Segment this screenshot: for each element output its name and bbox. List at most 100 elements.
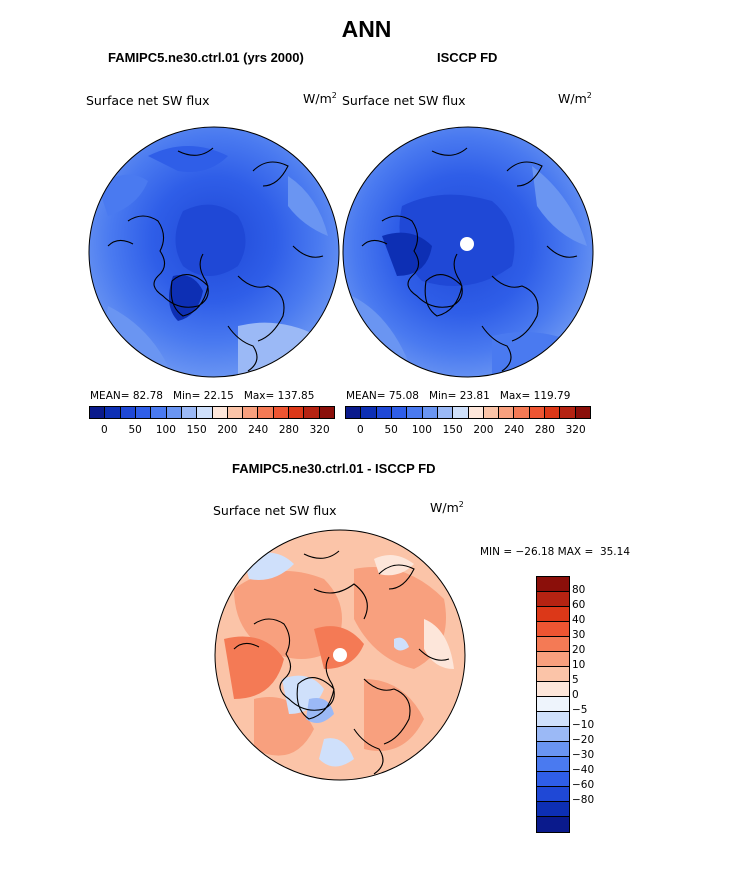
panel-2-stats: MEAN= 75.08 Min= 23.81 Max= 119.79: [346, 390, 571, 402]
colorbar-swatch: [537, 607, 569, 622]
colorbar-swatch: [575, 407, 590, 418]
colorbar-swatch: [483, 407, 500, 418]
colorbar-tick-label: 0: [357, 424, 364, 436]
colorbar-model: [89, 406, 335, 419]
colorbar-swatch: [514, 407, 530, 418]
colorbar-swatch: [499, 407, 515, 418]
panel-2-title: ISCCP FD: [437, 50, 498, 65]
colorbar-swatch: [181, 407, 198, 418]
diff-minmax: MIN = −26.18 MAX = 35.14: [480, 546, 630, 558]
colorbar-swatch: [537, 757, 569, 772]
colorbar-swatch: [166, 407, 182, 418]
colorbar-swatch: [289, 407, 305, 418]
colorbar-tick-label: 240: [504, 424, 525, 436]
colorbar-tick-label: 40: [572, 614, 586, 626]
colorbar-swatch: [90, 407, 106, 418]
colorbar-tick-label: 280: [534, 424, 555, 436]
colorbar-tick-label: −60: [572, 779, 595, 791]
colorbar-tick-label: 150: [442, 424, 463, 436]
colorbar-swatch: [407, 407, 423, 418]
colorbar-tick-label: 280: [278, 424, 299, 436]
colorbar-tick-label: 50: [384, 424, 398, 436]
colorbar-tick-label: −5: [572, 704, 588, 716]
colorbar-tick-label: 5: [572, 674, 579, 686]
colorbar-swatch: [468, 407, 484, 418]
panel-1-title: FAMIPC5.ne30.ctrl.01 (yrs 2000): [108, 50, 304, 65]
panel-1-stats: MEAN= 82.78 Min= 22.15 Max= 137.85: [90, 390, 315, 402]
colorbar-difference: [536, 576, 570, 833]
colorbar-swatch: [537, 787, 569, 802]
colorbar-tick-label: −40: [572, 764, 595, 776]
panel-1-field-label: Surface net SW flux: [86, 93, 210, 108]
colorbar-swatch: [151, 407, 167, 418]
colorbar-swatch: [197, 407, 213, 418]
panel-2-units: W/m2: [558, 91, 592, 107]
colorbar-tick-label: 0: [572, 689, 579, 701]
colorbar-swatch: [258, 407, 274, 418]
colorbar-swatch: [537, 622, 569, 637]
colorbar-tick-label: 100: [411, 424, 432, 436]
colorbar-swatch: [537, 667, 569, 682]
colorbar-swatch: [537, 697, 569, 712]
colorbar-obs-labels: 0 50 100 150 200 240 280 320: [345, 424, 591, 438]
colorbar-tick-label: 10: [572, 659, 586, 671]
colorbar-tick-label: 240: [248, 424, 269, 436]
colorbar-swatch: [537, 742, 569, 757]
colorbar-swatch: [453, 407, 469, 418]
colorbar-swatch: [391, 407, 408, 418]
colorbar-tick-label: 50: [128, 424, 142, 436]
colorbar-tick-label: 60: [572, 599, 586, 611]
colorbar-tick-label: 150: [186, 424, 207, 436]
diff-units: W/m2: [430, 500, 464, 516]
colorbar-swatch: [537, 727, 569, 742]
colorbar-swatch: [437, 407, 454, 418]
diff-title: FAMIPC5.ne30.ctrl.01 - ISCCP FD: [232, 461, 436, 476]
colorbar-swatch: [537, 817, 569, 832]
map-obs: [342, 126, 594, 378]
colorbar-tick-label: −80: [572, 794, 595, 806]
colorbar-swatch: [537, 772, 569, 787]
colorbar-tick-label: 200: [217, 424, 238, 436]
colorbar-swatch: [537, 577, 569, 592]
colorbar-swatch: [346, 407, 362, 418]
panel-2-field-label: Surface net SW flux: [342, 93, 466, 108]
map-model: [88, 126, 340, 378]
colorbar-tick-label: −20: [572, 734, 595, 746]
colorbar-model-labels: 0 50 100 150 200 240 280 320: [89, 424, 335, 438]
colorbar-tick-label: 320: [309, 424, 330, 436]
colorbar-swatch: [243, 407, 259, 418]
colorbar-swatch: [105, 407, 121, 418]
colorbar-swatch: [227, 407, 244, 418]
colorbar-swatch: [319, 407, 334, 418]
colorbar-tick-label: −10: [572, 719, 595, 731]
colorbar-swatch: [537, 637, 569, 652]
diff-field-label: Surface net SW flux: [213, 503, 337, 518]
colorbar-swatch: [529, 407, 546, 418]
colorbar-difference-labels: 80 60 40 30 20 10 5 0 −5 −10 −20 −30 −40 −60 −80: [572, 576, 612, 832]
colorbar-swatch: [135, 407, 152, 418]
colorbar-tick-label: 200: [473, 424, 494, 436]
colorbar-swatch: [537, 592, 569, 607]
colorbar-swatch: [537, 682, 569, 697]
colorbar-swatch: [304, 407, 320, 418]
colorbar-tick-label: 30: [572, 629, 586, 641]
colorbar-swatch: [537, 802, 569, 817]
colorbar-swatch: [376, 407, 392, 418]
figure-title: ANN: [341, 16, 392, 42]
colorbar-obs: [345, 406, 591, 419]
colorbar-tick-label: 80: [572, 584, 586, 596]
colorbar-tick-label: 20: [572, 644, 586, 656]
colorbar-tick-label: 0: [101, 424, 108, 436]
colorbar-swatch: [560, 407, 576, 418]
colorbar-swatch: [361, 407, 377, 418]
colorbar-swatch: [422, 407, 438, 418]
colorbar-tick-label: 100: [155, 424, 176, 436]
colorbar-swatch: [537, 712, 569, 727]
colorbar-swatch: [537, 652, 569, 667]
map-difference: [214, 529, 466, 781]
panel-1-units: W/m2: [303, 91, 337, 107]
colorbar-swatch: [545, 407, 561, 418]
colorbar-swatch: [273, 407, 290, 418]
colorbar-swatch: [120, 407, 136, 418]
colorbar-swatch: [212, 407, 228, 418]
